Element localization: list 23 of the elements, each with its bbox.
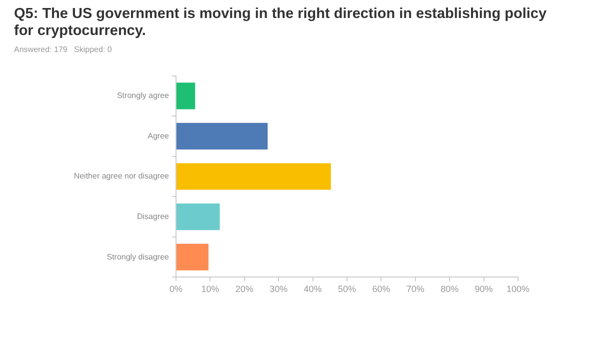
y-tick-label: Strongly agree: [116, 91, 170, 100]
x-tick-label: 10%: [201, 284, 220, 294]
x-tick-label: 0%: [169, 284, 183, 294]
x-tick-label: 50%: [338, 284, 356, 294]
x-tick-label: 90%: [474, 284, 493, 294]
text: Answered: 179 Skipped: 0: [14, 45, 112, 54]
x-tick-label: 40%: [304, 284, 322, 294]
y-tick-label: Disagree: [136, 212, 170, 221]
x-tick-label: 20%: [235, 284, 254, 294]
bar: [176, 122, 268, 150]
x-tick-label: 80%: [440, 284, 459, 294]
x-tick-label: 30%: [270, 284, 288, 294]
bar: [176, 163, 331, 190]
bar: [176, 244, 208, 270]
y-tick-label: Neither agree nor disagree: [74, 172, 170, 181]
chart-title: Q5: The US government is moving in the right direction in establishing policy for cryptocurrency.: [14, 6, 548, 40]
bar: [176, 203, 220, 230]
x-tick-label: 70%: [406, 284, 424, 294]
bar: [176, 82, 196, 110]
x-tick-label: 100%: [506, 284, 530, 294]
x-tick-label: 60%: [372, 284, 390, 294]
y-tick-label: Agree: [148, 131, 170, 140]
y-tick-label: Strongly disagree: [106, 252, 170, 262]
